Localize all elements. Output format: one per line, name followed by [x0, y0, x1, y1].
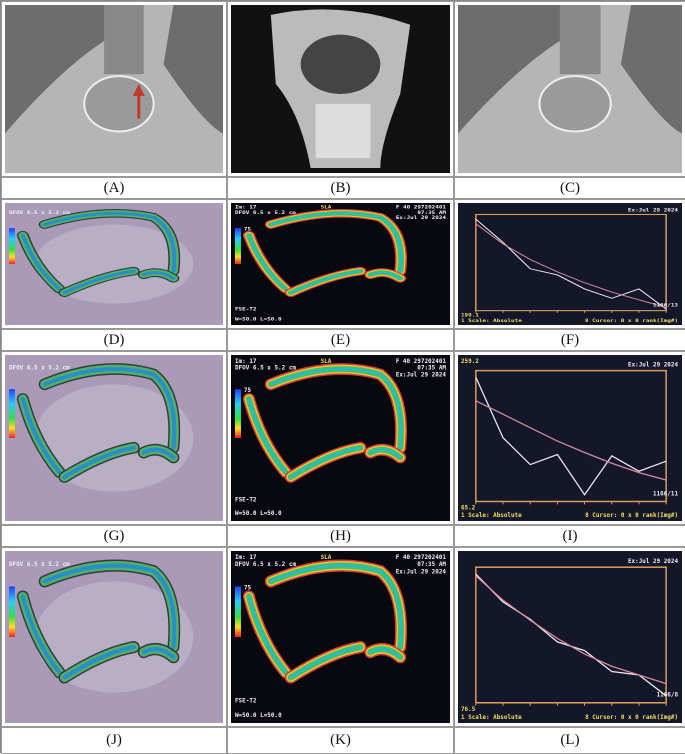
time-label: 07:35 AM	[417, 210, 446, 215]
panel-E-caption: (E)	[227, 329, 454, 351]
time-label: 07:35 AM	[417, 366, 446, 372]
window-label: W=50.0 L=50.0	[235, 317, 282, 322]
fov-label: DFOV 6.5 x 5.2 cm	[9, 561, 70, 568]
date-label: Ex:Jul 29 2024	[396, 373, 447, 379]
window-label: W=50.0 L=50.0	[235, 712, 282, 719]
panel-G-caption: (G)	[1, 525, 227, 547]
panel-E-image: Im: 17 DFOV 6.5 x 5.2 cm SLA F 40 297202401…	[227, 199, 454, 329]
panel-I-image: 259.2 65.2 Ex:Jul 29 2024 1166/11 1 Scale: A…	[454, 351, 685, 525]
panel-D-image: DFOV 6.5 x 5.2 cm	[1, 199, 227, 329]
arrow-icon	[132, 84, 145, 96]
color-scale-bar	[8, 228, 15, 264]
fov-label: DFOV 6.5 x 5.2 cm	[235, 561, 296, 568]
y-min-label: 65.2	[461, 505, 476, 511]
cursor-label: 8 Cursor: 0 x 0 rank(Img#)	[585, 319, 678, 324]
scale-max-label: 75	[244, 227, 251, 232]
slice-label: Im: 17	[235, 205, 257, 210]
panel-J-image: DFOV 6.5 x 5.2 cm	[1, 547, 227, 727]
scale-label: 1 Scale: Absolute	[461, 319, 522, 324]
cursor-label: 8 Cursor: 0 x 0 rank(Img#)	[585, 714, 678, 721]
fov-label: DFOV 6.5 x 5.2 cm	[9, 210, 70, 215]
scale-label: 1 Scale: Absolute	[461, 714, 522, 721]
orientation-label: SLA	[321, 359, 332, 365]
orientation-label: SLA	[321, 205, 333, 210]
panel-L-image: 76.5 Ex:Jul 29 2024 1166/8 1 Scale: Absolut…	[454, 547, 685, 727]
panel-A-caption: (A)	[1, 177, 227, 199]
cursor-label: 8 Cursor: 0 x 0 rank(Img#)	[585, 513, 678, 519]
slice-label: Im: 17	[235, 554, 257, 561]
date-label: Ex:Jul 29 2024	[628, 208, 678, 213]
color-scale-bar	[8, 389, 15, 438]
orientation-label: SLA	[321, 554, 332, 561]
series-fit	[475, 400, 667, 481]
series-fit	[475, 575, 667, 685]
panel-K-image: Im: 17 DFOV 6.5 x 5.2 cm SLA F 40 297202401…	[227, 547, 454, 727]
patient-label: F 40 297202401	[396, 554, 447, 561]
panel-C-image	[454, 1, 685, 177]
corner-label: 1166/13	[653, 303, 678, 308]
panel-F-image: 199.1 Ex:Jul 29 2024 1166/13 1 Scale: Absol…	[454, 199, 685, 329]
panel-I-caption: (I)	[454, 525, 685, 547]
panel-A-image	[1, 1, 227, 177]
scale-max-label: 75	[244, 388, 252, 394]
date-label: Ex:Jul 29 2024	[396, 215, 446, 220]
y-max-label: 259.2	[461, 359, 479, 365]
scale-max-label: 75	[244, 584, 252, 591]
date-label: Ex:Jul 29 2024	[628, 558, 678, 565]
panel-K-caption: (K)	[227, 727, 454, 754]
plot-frame	[475, 369, 667, 503]
color-scale-bar	[234, 586, 241, 637]
series-measured	[475, 377, 667, 496]
panel-L-caption: (L)	[454, 727, 685, 754]
date-label: Ex:Jul 29 2024	[396, 568, 447, 575]
panel-H-image: Im: 17 DFOV 6.5 x 5.2 cm SLA F 40 297202401…	[227, 351, 454, 525]
corner-label: 1166/8	[657, 692, 679, 699]
series-fit	[475, 223, 667, 308]
panel-J-caption: (J)	[1, 727, 227, 754]
fov-label: DFOV 6.5 x 5.2 cm	[235, 366, 296, 372]
plot-frame	[475, 213, 667, 312]
patient-label: F 40 297202401	[396, 359, 447, 365]
color-scale-bar	[234, 228, 241, 264]
panel-B-image	[227, 1, 454, 177]
time-label: 07:35 AM	[417, 561, 446, 568]
date-label: Ex:Jul 29 2024	[628, 363, 678, 369]
sequence-label: FSE-T2	[235, 498, 257, 504]
window-label: W=50.0 L=50.0	[235, 511, 282, 517]
color-scale-bar	[234, 389, 241, 438]
panel-F-caption: (F)	[454, 329, 685, 351]
panel-G-image: DFOV 6.5 x 5.2 cm	[1, 351, 227, 525]
panel-D-caption: (D)	[1, 329, 227, 351]
panel-H-caption: (H)	[227, 525, 454, 547]
fov-label: DFOV 6.5 x 5.2 cm	[9, 366, 70, 372]
y-min-label: 199.1	[461, 313, 479, 318]
fov-label: DFOV 6.5 x 5.2 cm	[235, 210, 296, 215]
sequence-label: FSE-T2	[235, 698, 257, 705]
slice-label: Im: 17	[235, 359, 257, 365]
plot-frame	[475, 566, 667, 704]
sequence-label: FSE-T2	[235, 307, 257, 312]
patient-label: F 40 297202401	[396, 205, 446, 210]
y-min-label: 76.5	[461, 706, 476, 713]
color-scale-bar	[8, 586, 15, 637]
panel-C-caption: (C)	[454, 177, 685, 199]
panel-B-caption: (B)	[227, 177, 454, 199]
scale-label: 1 Scale: Absolute	[461, 513, 522, 519]
corner-label: 1166/11	[653, 492, 678, 498]
